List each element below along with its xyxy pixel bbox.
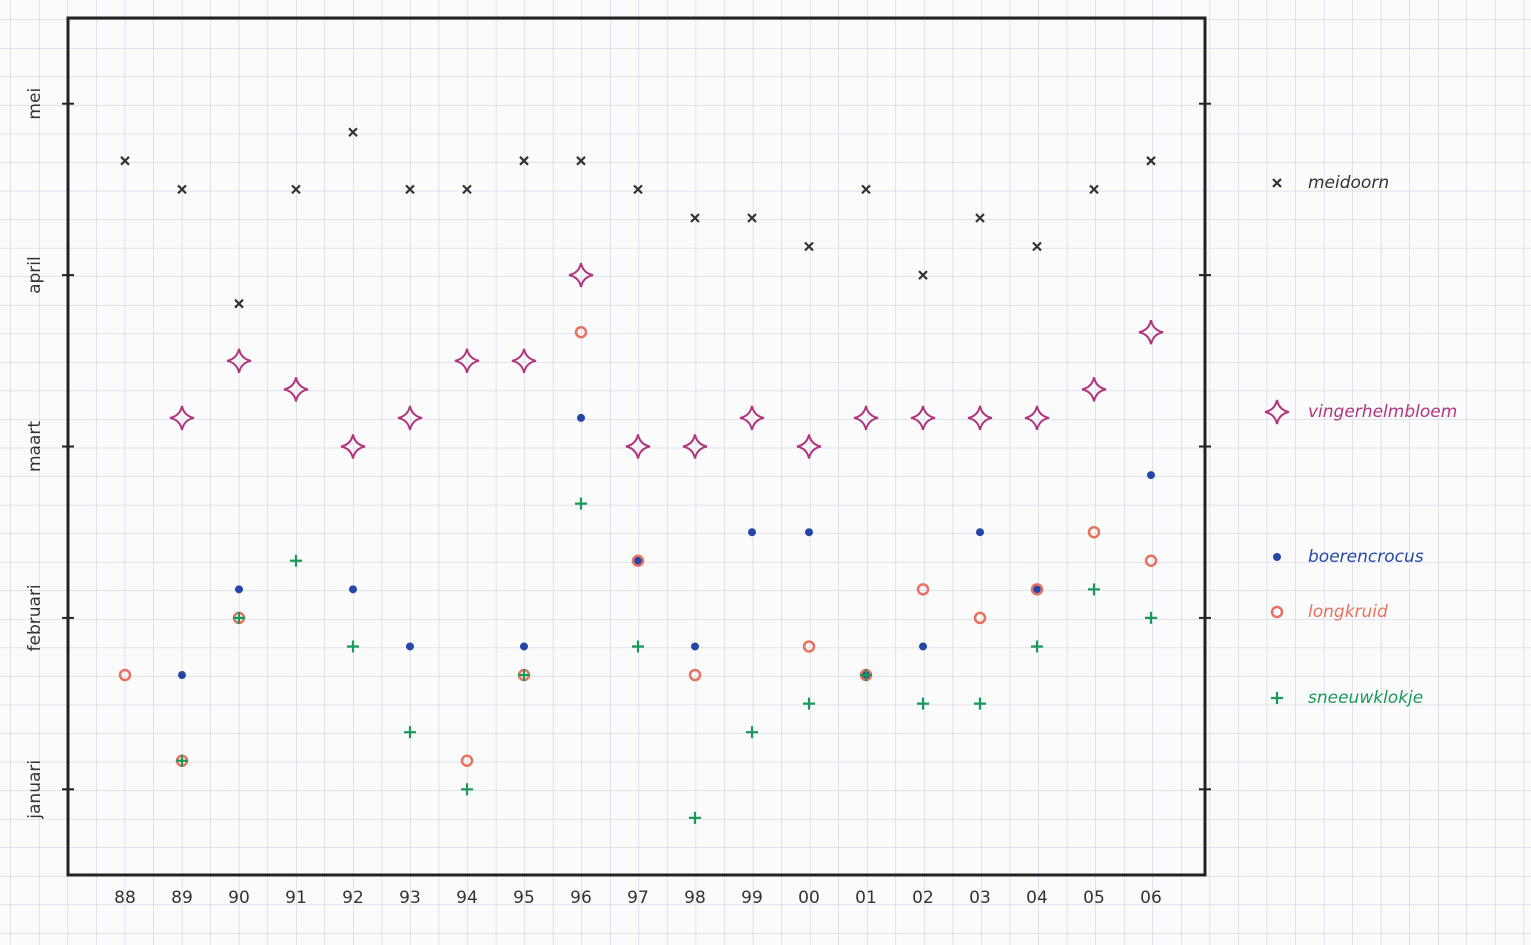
legend-label: longkruid bbox=[1308, 602, 1388, 622]
y-tick-label: maart bbox=[25, 421, 45, 472]
x-tick-label: 92 bbox=[342, 888, 364, 908]
point bbox=[977, 529, 984, 536]
point bbox=[179, 672, 186, 679]
x-tick-label: 95 bbox=[513, 888, 535, 908]
x-tick-label: 99 bbox=[741, 888, 763, 908]
legend-label: sneeuwklokje bbox=[1308, 688, 1423, 708]
point bbox=[236, 586, 243, 593]
x-tick-label: 02 bbox=[912, 888, 934, 908]
legend-label: boerencrocus bbox=[1308, 547, 1424, 567]
point bbox=[578, 414, 585, 421]
graph-paper bbox=[0, 0, 1531, 945]
legend-label: meidoorn bbox=[1308, 173, 1389, 193]
legend-marker bbox=[1274, 554, 1281, 561]
y-tick-label: februari bbox=[25, 584, 45, 651]
x-tick-label: 03 bbox=[969, 888, 991, 908]
x-tick-label: 91 bbox=[285, 888, 307, 908]
point bbox=[1034, 586, 1041, 593]
x-tick-label: 01 bbox=[855, 888, 877, 908]
x-tick-label: 88 bbox=[114, 888, 136, 908]
y-tick-label: mei bbox=[25, 88, 45, 120]
x-tick-label: 96 bbox=[570, 888, 592, 908]
x-tick-label: 98 bbox=[684, 888, 706, 908]
x-tick-label: 06 bbox=[1140, 888, 1162, 908]
point bbox=[692, 643, 699, 650]
point bbox=[521, 643, 528, 650]
x-tick-label: 89 bbox=[171, 888, 193, 908]
chart: januari februari maart april mei 88 89 90 91 92 93… bbox=[0, 0, 1531, 945]
x-tick-label: 93 bbox=[399, 888, 421, 908]
point bbox=[350, 586, 357, 593]
page: januari februari maart april mei 88 89 90 91 92 93… bbox=[0, 0, 1531, 945]
x-tick-label: 00 bbox=[798, 888, 820, 908]
point bbox=[920, 643, 927, 650]
y-tick-label: januari bbox=[25, 760, 45, 820]
point bbox=[806, 529, 813, 536]
legend-label: vingerhelmbloem bbox=[1308, 402, 1457, 422]
point bbox=[407, 643, 414, 650]
point bbox=[635, 557, 642, 564]
point bbox=[1148, 472, 1155, 479]
x-tick-label: 94 bbox=[456, 888, 478, 908]
x-tick-label: 97 bbox=[627, 888, 649, 908]
point bbox=[749, 529, 756, 536]
x-tick-label: 05 bbox=[1083, 888, 1105, 908]
y-tick-label: april bbox=[25, 256, 45, 294]
x-tick-label: 04 bbox=[1026, 888, 1048, 908]
x-tick-label: 90 bbox=[228, 888, 250, 908]
